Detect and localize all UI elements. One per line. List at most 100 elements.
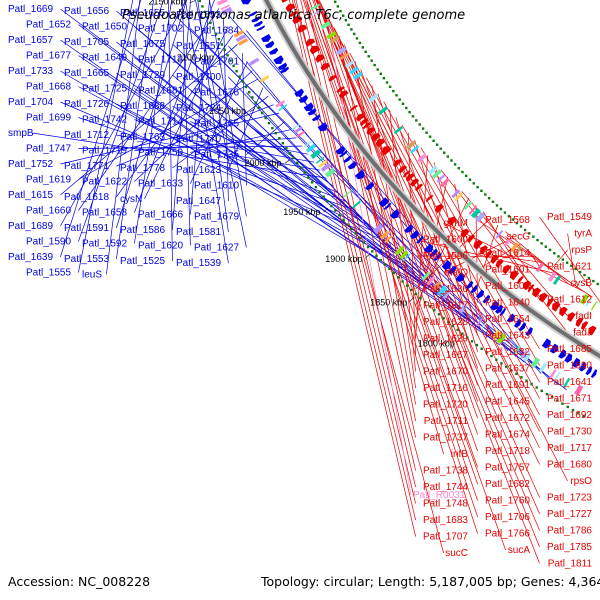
outer-dot-ring — [220, 43, 223, 46]
outer-cog-block — [563, 377, 571, 388]
inner-cog-block — [410, 145, 420, 154]
reverse-gene-arrow — [305, 38, 316, 47]
outer-dot-ring — [433, 309, 436, 312]
forward-leader-line — [60, 112, 280, 165]
forward-leader-line — [246, 61, 446, 302]
inner-dot-ring — [425, 131, 428, 134]
inner-cog-block — [495, 229, 504, 239]
forward-gene-label: Patl_1553 — [64, 254, 109, 265]
forward-leader-line — [78, 0, 134, 273]
outer-dot-ring — [310, 181, 314, 184]
reverse-gene-arrow — [479, 245, 488, 255]
reverse-gene-arrow — [285, 3, 296, 12]
forward-gene-label: Patl_1742 — [82, 115, 127, 126]
inner-dot-ring — [540, 242, 543, 245]
reverse-gene-label: Patl_1612 — [547, 295, 592, 306]
forward-gene-arrow — [268, 47, 279, 55]
forward-gene-arrow — [476, 289, 485, 299]
forward-gene-arrow — [558, 349, 567, 359]
reverse-gene-arrow — [460, 228, 470, 238]
forward-leader-line — [60, 0, 142, 258]
forward-gene-label: Patl_1752 — [8, 159, 53, 170]
outer-dot-ring — [358, 236, 361, 240]
reverse-gene-label: Patl_1549 — [547, 212, 592, 223]
outer-dot-ring — [525, 379, 528, 382]
reverse-gene-arrow — [309, 45, 320, 55]
outer-dot-ring — [388, 267, 391, 270]
forward-leader-line — [32, 132, 327, 179]
reverse-gene-arrow — [447, 216, 458, 226]
reverse-gene-arrow — [588, 325, 597, 336]
outer-dot-ring — [350, 227, 353, 231]
outer-dot-ring — [500, 362, 503, 365]
inner-cog-block — [580, 293, 590, 305]
outer-dot-ring — [540, 389, 543, 392]
reverse-gene-arrow — [315, 54, 326, 63]
inner-dot-ring — [443, 151, 446, 154]
outer-cog-block — [513, 345, 521, 355]
inner-dot-ring — [583, 273, 586, 277]
forward-gene-label: Patl_1666 — [138, 210, 183, 221]
forward-leader-line — [106, 0, 141, 275]
inner-cog-block — [320, 20, 331, 30]
inner-cog-block — [463, 201, 473, 211]
forward-gene-label: Patl_1705 — [64, 37, 109, 48]
outer-cog-block — [233, 30, 244, 38]
reverse-gene-label: Patl_1757 — [485, 463, 530, 474]
forward-leader-line — [190, 90, 394, 254]
reverse-gene-label: Patl_1738 — [423, 466, 468, 477]
outer-cog-block — [373, 223, 384, 234]
forward-gene-arrow — [482, 294, 491, 304]
outer-cog-block — [315, 156, 325, 164]
forward-gene-label: Patl_1689 — [8, 221, 53, 232]
forward-leader-line — [246, 123, 334, 187]
inner-dot-ring — [388, 85, 392, 88]
forward-gene-label: Patl_1747 — [26, 144, 71, 155]
outer-dot-ring — [232, 64, 235, 68]
reverse-gene-label: Patl_1727 — [547, 509, 592, 520]
forward-gene-arrow — [378, 197, 389, 207]
inner-cog-block — [329, 35, 340, 45]
kbp-tick-label: 1950 kbp — [283, 207, 320, 217]
reverse-gene-arrow — [415, 183, 423, 192]
outer-dot-ring — [392, 271, 395, 275]
reverse-gene-arrow — [522, 280, 532, 291]
forward-gene-label: Patl_1668 — [26, 82, 71, 93]
outer-cog-block — [318, 159, 328, 168]
forward-leader-line — [134, 88, 401, 261]
forward-gene-label: Patl_1639 — [8, 252, 53, 263]
reverse-gene-label: Patl_1716 — [423, 383, 468, 394]
forward-gene-label: Patl_1726 — [64, 99, 109, 110]
inner-cog-block — [305, 0, 308, 1]
outer-cog-block — [394, 245, 405, 256]
outer-dot-ring — [405, 284, 409, 287]
forward-gene-arrow — [365, 181, 374, 191]
outer-dot-ring — [577, 411, 580, 415]
inner-dot-ring — [561, 258, 564, 261]
forward-gene-label: Patl_1610 — [194, 181, 239, 192]
outer-dot-ring — [383, 263, 387, 266]
reverse-gene-arrow — [381, 145, 392, 156]
forward-gene-arrow — [518, 322, 527, 332]
inner-cog-block — [503, 237, 513, 247]
reverse-leader-line — [302, 0, 478, 534]
outer-dot-ring — [206, 16, 209, 19]
outer-dot-ring — [338, 214, 341, 217]
outer-dot-ring — [401, 280, 404, 283]
reverse-gene-label: Patl_1628 — [423, 317, 468, 328]
forward-gene-label: Patl_1592 — [82, 239, 127, 250]
reverse-leader-line — [415, 155, 429, 339]
forward-gene-arrow — [265, 40, 275, 49]
kbp-tick — [456, 337, 461, 343]
outer-dot-ring — [397, 276, 400, 279]
forward-gene-label: Patl_1700 — [176, 72, 221, 83]
forward-gene-label: Patl_1620 — [138, 241, 183, 252]
outer-dot-ring — [442, 317, 445, 320]
inner-dot-ring — [532, 235, 535, 238]
inner-dot-ring — [358, 41, 362, 45]
inner-dot-ring — [592, 279, 595, 283]
forward-gene-arrow — [410, 230, 419, 239]
inner-dot-ring — [347, 23, 350, 26]
outer-dot-ring — [375, 254, 378, 257]
